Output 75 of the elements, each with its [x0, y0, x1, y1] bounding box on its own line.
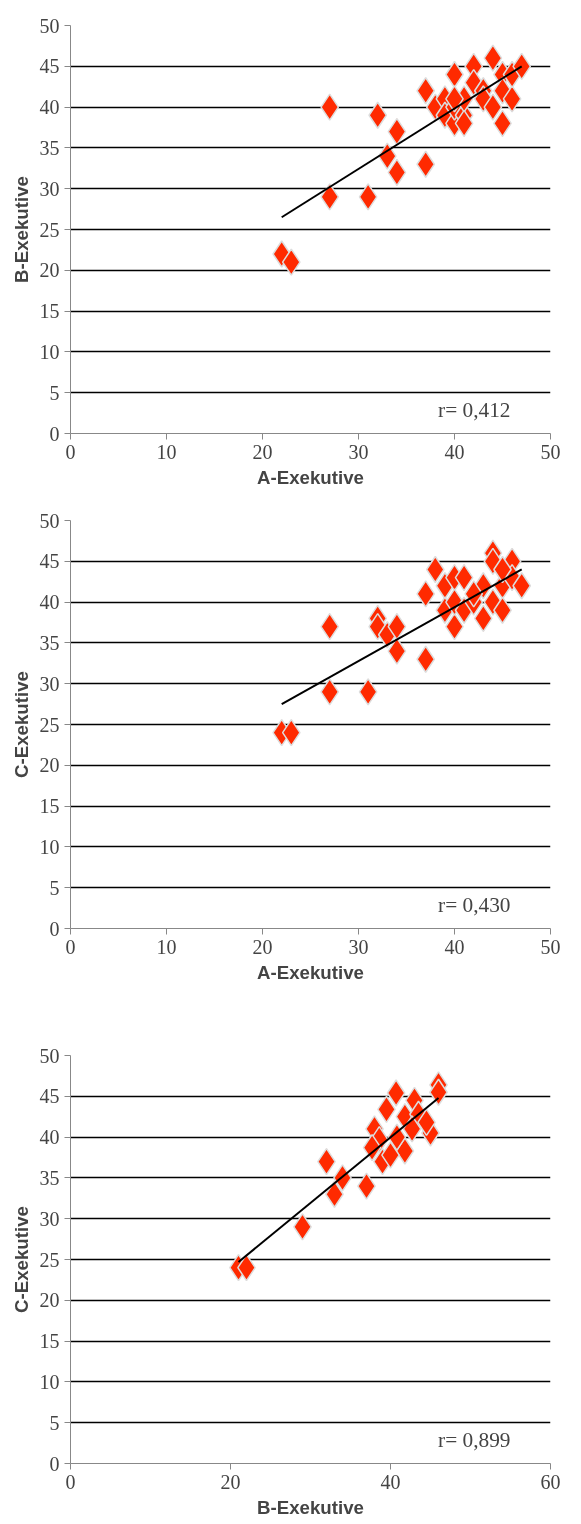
point	[416, 580, 436, 608]
y-tick-label: 45	[39, 550, 60, 573]
y-tick-label: 15	[39, 795, 60, 818]
y-tick-label: 30	[39, 177, 60, 200]
point	[358, 678, 378, 706]
point	[502, 85, 522, 113]
y-tick-label: 50	[39, 509, 60, 532]
x-axis-title: B-Exekutive	[257, 1496, 364, 1518]
x-tick-label: 20	[220, 1470, 241, 1493]
point	[483, 93, 503, 121]
y-tick-label: 10	[39, 835, 60, 858]
point	[358, 183, 378, 211]
y-tick-label: 40	[39, 96, 60, 119]
y-tick-label: 35	[39, 1166, 60, 1189]
y-tick-label: 45	[39, 1085, 60, 1108]
x-tick-label: 50	[540, 440, 561, 463]
y-axis-title: C-Exekutive	[10, 1206, 32, 1313]
x-tick-label: 0	[65, 935, 76, 958]
point	[483, 44, 503, 72]
x-axis-title: A-Exekutive	[257, 466, 364, 488]
y-tick-label: 15	[39, 1330, 60, 1353]
annotation: r= 0,899	[438, 1427, 511, 1452]
y-tick-label: 20	[39, 1289, 60, 1312]
point	[281, 248, 301, 276]
x-tick-label: 20	[252, 935, 273, 958]
annotation: r= 0,412	[438, 397, 511, 422]
x-tick-label: 40	[380, 1470, 401, 1493]
point	[320, 93, 340, 121]
x-tick-label: 40	[444, 440, 465, 463]
y-tick-label: 0	[49, 1452, 60, 1475]
x-tick-label: 0	[65, 440, 76, 463]
point	[416, 645, 436, 673]
point	[320, 183, 340, 211]
y-tick-label: 10	[39, 340, 60, 363]
y-tick-label: 10	[39, 1370, 60, 1393]
y-tick-label: 50	[39, 1044, 60, 1067]
y-tick-label: 35	[39, 136, 60, 159]
y-tick-label: 30	[39, 672, 60, 695]
x-tick-label: 20	[252, 440, 273, 463]
annotation: r= 0,430	[438, 892, 511, 917]
y-tick-label: 40	[39, 591, 60, 614]
x-axis-title: A-Exekutive	[257, 961, 364, 983]
point	[387, 637, 407, 665]
point	[320, 678, 340, 706]
y-tick-label: 0	[49, 422, 60, 445]
y-tick-label: 50	[39, 14, 60, 37]
point	[416, 150, 436, 178]
y-tick-label: 40	[39, 1126, 60, 1149]
y-tick-label: 35	[39, 631, 60, 654]
x-tick-label: 10	[156, 935, 177, 958]
y-tick-label: 20	[39, 259, 60, 282]
x-tick-label: 30	[348, 935, 369, 958]
y-tick-label: 25	[39, 713, 60, 736]
y-tick-label: 20	[39, 754, 60, 777]
y-tick-label: 5	[49, 381, 60, 404]
y-tick-label: 30	[39, 1207, 60, 1230]
y-tick-label: 5	[49, 876, 60, 899]
y-tick-label: 25	[39, 1248, 60, 1271]
point	[416, 77, 436, 105]
x-tick-label: 40	[444, 935, 465, 958]
y-axis-title: B-Exekutive	[10, 176, 32, 283]
x-tick-label: 10	[156, 440, 177, 463]
point	[386, 1079, 406, 1107]
y-tick-label: 15	[39, 300, 60, 323]
y-tick-label: 25	[39, 218, 60, 241]
x-tick-label: 0	[65, 1470, 76, 1493]
x-tick-label: 30	[348, 440, 369, 463]
point	[512, 572, 532, 600]
x-tick-label: 60	[540, 1470, 561, 1493]
y-tick-label: 45	[39, 55, 60, 78]
y-axis-title: C-Exekutive	[10, 671, 32, 778]
x-tick-label: 50	[540, 935, 561, 958]
y-tick-label: 0	[49, 917, 60, 940]
y-tick-label: 5	[49, 1411, 60, 1434]
point	[402, 1115, 422, 1143]
